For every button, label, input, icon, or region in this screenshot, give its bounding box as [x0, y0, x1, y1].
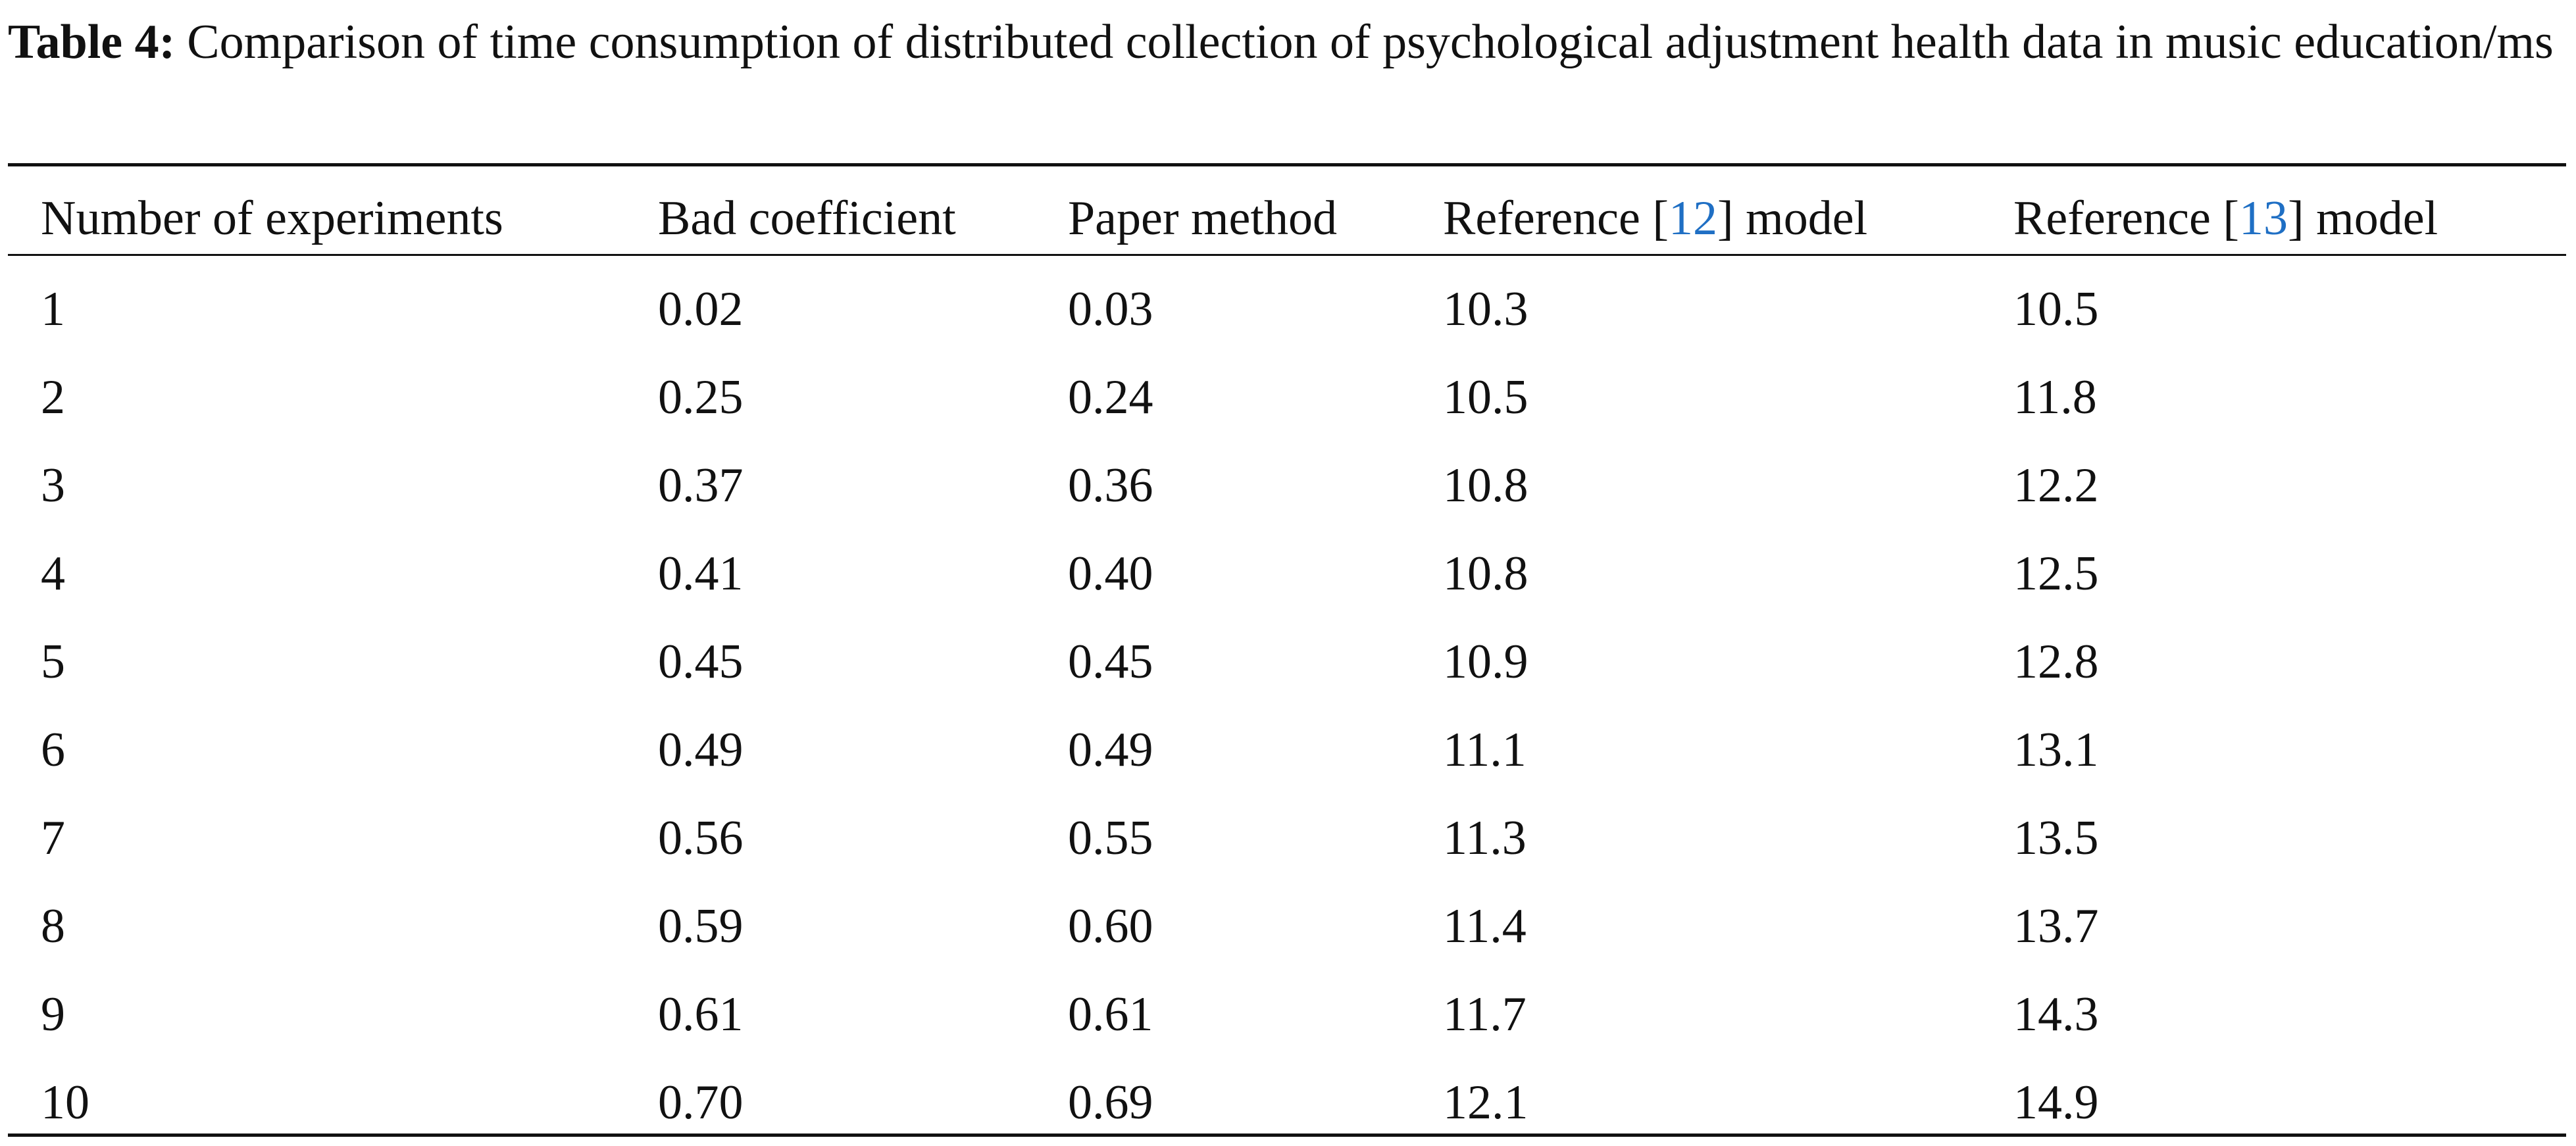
table-cell: 13.1	[2013, 723, 2099, 777]
header-cell: Reference [13] model	[2013, 192, 2438, 245]
table-cell: 13.7	[2013, 899, 2099, 953]
header-text: Bad coefficient	[658, 191, 956, 245]
table-cell: 0.60	[1068, 899, 1153, 953]
table-cell: 0.61	[1068, 987, 1153, 1041]
header-text: Reference [	[1443, 191, 1669, 245]
table-cell: 3	[41, 459, 65, 512]
table-cell: 11.7	[1443, 987, 1527, 1041]
table-cell: 11.4	[1443, 899, 1527, 953]
table-cell: 10.8	[1443, 547, 1528, 601]
table-cell: 0.49	[1068, 723, 1153, 777]
citation-link: 12	[1669, 191, 1718, 245]
header-cell: Bad coefficient	[658, 192, 956, 245]
table-cell: 0.45	[1068, 635, 1153, 689]
table-cell: 9	[41, 987, 65, 1041]
caption-text: Comparison of time consumption of distri…	[187, 15, 2554, 69]
top-rule	[8, 163, 2566, 166]
table-cell: 12.5	[2013, 547, 2099, 601]
table-cell: 10.3	[1443, 282, 1528, 336]
table-cell: 10.5	[2013, 282, 2099, 336]
header-text: Number of experiments	[41, 191, 503, 245]
table-cell: 11.1	[1443, 723, 1527, 777]
header-cell: Paper method	[1068, 192, 1337, 245]
table-cell: 7	[41, 811, 65, 865]
table-cell: 0.69	[1068, 1076, 1153, 1130]
header-text: Reference [	[2013, 191, 2240, 245]
table-cell: 0.59	[658, 899, 744, 953]
table-cell: 14.9	[2013, 1076, 2099, 1130]
header-rule	[8, 254, 2566, 256]
table-cell: 0.56	[658, 811, 744, 865]
table-cell: 14.3	[2013, 987, 2099, 1041]
table-cell: 0.49	[658, 723, 744, 777]
table-cell: 0.41	[658, 547, 744, 601]
table-cell: 8	[41, 899, 65, 953]
table-cell: 4	[41, 547, 65, 601]
table-cell: 0.25	[658, 370, 744, 424]
table-cell: 5	[41, 635, 65, 689]
table-cell: 10.9	[1443, 635, 1528, 689]
table-cell: 0.24	[1068, 370, 1153, 424]
table-cell: 13.5	[2013, 811, 2099, 865]
header-cell: Reference [12] model	[1443, 192, 1867, 245]
table-cell: 0.61	[658, 987, 744, 1041]
header-text: Paper method	[1068, 191, 1337, 245]
table-cell: 10.5	[1443, 370, 1528, 424]
table-cell: 11.8	[2013, 370, 2097, 424]
table-cell: 0.55	[1068, 811, 1153, 865]
table-caption: Table 4: Comparison of time consumption o…	[8, 18, 2574, 66]
table-cell: 1	[41, 282, 65, 336]
table-cell: 10.8	[1443, 459, 1528, 512]
table-cell: 2	[41, 370, 65, 424]
table-cell: 0.02	[658, 282, 744, 336]
table-cell: 0.03	[1068, 282, 1153, 336]
header-text: ] model	[2288, 191, 2438, 245]
header-text: ] model	[1717, 191, 1868, 245]
table-cell: 12.8	[2013, 635, 2099, 689]
header-cell: Number of experiments	[41, 192, 503, 245]
table-cell: 11.3	[1443, 811, 1527, 865]
table-cell: 12.1	[1443, 1076, 1528, 1130]
caption-label: Table 4:	[8, 15, 176, 69]
table-cell: 10	[41, 1076, 89, 1130]
table-cell: 0.36	[1068, 459, 1153, 512]
table-cell: 6	[41, 723, 65, 777]
table-cell: 0.40	[1068, 547, 1153, 601]
bottom-rule	[8, 1134, 2566, 1137]
citation-link: 13	[2239, 191, 2288, 245]
table-cell: 0.45	[658, 635, 744, 689]
table-cell: 12.2	[2013, 459, 2099, 512]
table-cell: 0.37	[658, 459, 744, 512]
table-cell: 0.70	[658, 1076, 744, 1130]
